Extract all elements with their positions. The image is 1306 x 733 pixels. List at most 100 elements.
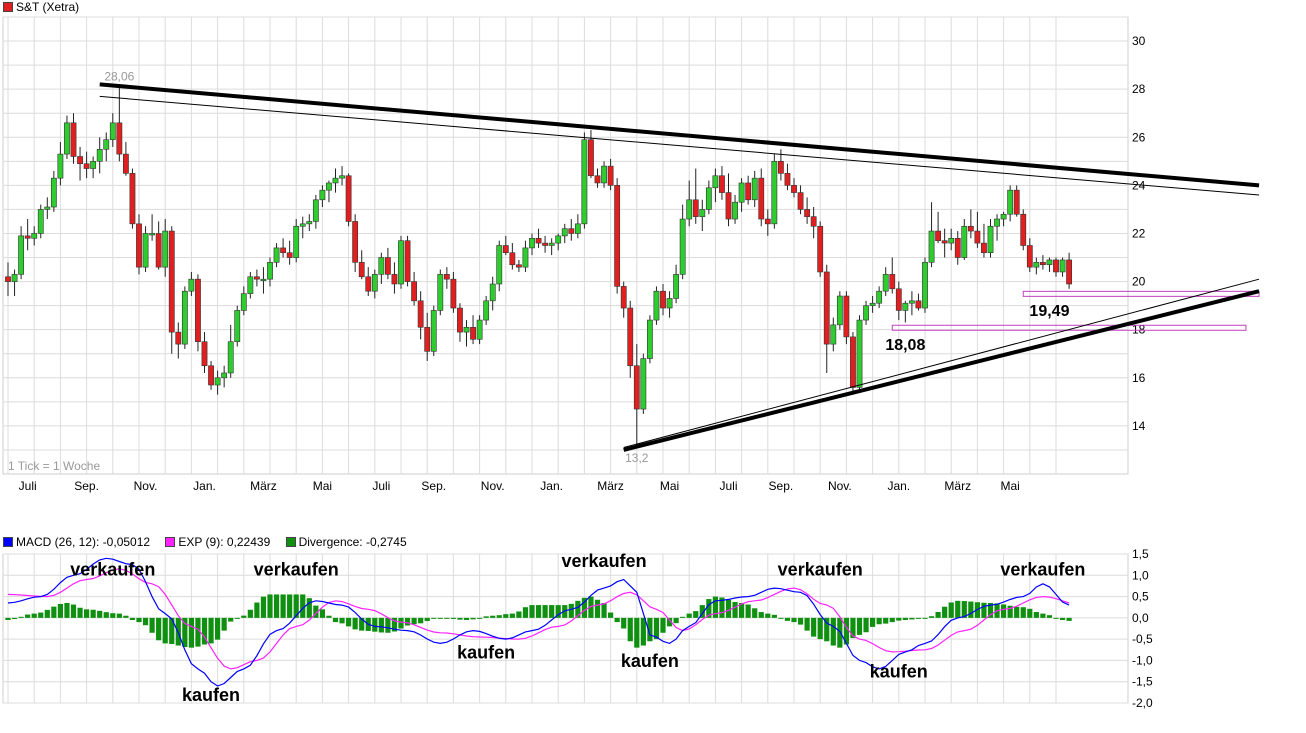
signal-label: verkaufen (70, 559, 155, 579)
candle (391, 262, 398, 294)
candle-body (548, 242, 555, 246)
candle-body (791, 185, 797, 193)
divergence-bar (431, 617, 437, 619)
candle-body (273, 247, 280, 263)
candle-body (443, 274, 450, 280)
divergence-bar (915, 617, 922, 619)
divergence-bar (332, 617, 339, 623)
candle-body (1040, 262, 1046, 266)
divergence-bar (948, 602, 954, 618)
divergence-bar (463, 617, 470, 620)
candle-body (214, 377, 221, 386)
candle-body (987, 225, 994, 254)
divergence-bar (221, 617, 227, 631)
divergence-legend-swatch (285, 537, 296, 547)
candle-body (358, 262, 365, 278)
tick-note: 1 Tick = 1 Woche (8, 459, 100, 473)
candle (620, 281, 627, 318)
divergence-bar (837, 617, 843, 648)
candle-body (830, 324, 837, 345)
divergence-bar (693, 611, 699, 618)
candle-body (535, 237, 542, 244)
candle-body (810, 216, 817, 227)
candle-body (948, 237, 955, 244)
candle-body (502, 245, 509, 254)
divergence-bar (11, 617, 18, 620)
candle (1026, 238, 1033, 272)
candle-body (457, 307, 463, 333)
candle (1013, 185, 1020, 217)
price-x-tick-label: Nov. (481, 479, 505, 493)
candle (11, 269, 18, 297)
price-x-tick-label: Mai (1000, 479, 1019, 493)
candle-body (109, 122, 116, 140)
candle (895, 281, 902, 321)
candle (594, 168, 601, 188)
candle-body (470, 326, 476, 340)
divergence-bar (725, 599, 732, 618)
divergence-bar (339, 617, 345, 624)
candle (260, 267, 267, 294)
divergence-bar (549, 605, 555, 618)
divergence-bar (437, 617, 443, 619)
trendline (99, 95, 1260, 196)
divergence-bar (752, 608, 758, 618)
candle (175, 322, 182, 359)
candle (535, 228, 542, 248)
candle (601, 161, 607, 188)
divergence-bar (77, 607, 83, 618)
candle (607, 158, 614, 191)
support-zone (891, 324, 1247, 331)
candle (496, 240, 503, 292)
divergence-bar (457, 617, 463, 620)
divergence-bar (509, 613, 515, 618)
candle (1020, 209, 1027, 251)
macd-y-tick-label: -1,0 (1132, 653, 1153, 667)
divergence-bar (142, 617, 149, 626)
candle-body (627, 307, 634, 367)
candle-body (568, 228, 575, 234)
candle-body (450, 278, 457, 309)
divergence-bar (483, 616, 489, 618)
candle (1040, 255, 1046, 270)
divergence-bar (981, 602, 987, 618)
candle-body (653, 290, 660, 321)
candle-body (797, 192, 804, 210)
candle-body (1026, 245, 1033, 268)
candle-body (915, 300, 922, 309)
divergence-bar (686, 613, 692, 618)
divergence-bar (1053, 617, 1059, 619)
candle (928, 202, 935, 268)
candle-body (1033, 262, 1040, 268)
candle-body (326, 182, 332, 191)
candle (450, 271, 457, 313)
price-y-tick-label: 18 (1132, 323, 1146, 337)
candle-body (895, 288, 902, 311)
candle-body (758, 177, 765, 220)
candle (96, 137, 103, 174)
candle (24, 219, 31, 251)
candle-body (699, 209, 706, 217)
candle-body (777, 161, 784, 174)
divergence-bar (588, 596, 594, 618)
candle-body (679, 218, 686, 275)
price-x-tick-label: Juli (372, 479, 390, 493)
price-x-tick-label: Mai (313, 479, 332, 493)
divergence-bar (1014, 606, 1020, 618)
candle-body (1059, 259, 1066, 273)
divergence-bar (97, 610, 103, 618)
candle-body (574, 223, 581, 234)
support-level-label: 19,49 (1029, 303, 1069, 320)
divergence-bar (149, 617, 155, 633)
support-zone (1022, 290, 1260, 297)
price-y-tick-label: 22 (1132, 226, 1146, 240)
candle-body (489, 283, 496, 302)
candle (70, 113, 77, 164)
price-extreme-label: 28,06 (104, 70, 134, 84)
candle (267, 257, 273, 287)
candle (208, 360, 214, 390)
candle (738, 178, 745, 212)
candle (1053, 257, 1059, 277)
divergence-bar (319, 609, 325, 618)
divergence-bar (719, 597, 725, 618)
